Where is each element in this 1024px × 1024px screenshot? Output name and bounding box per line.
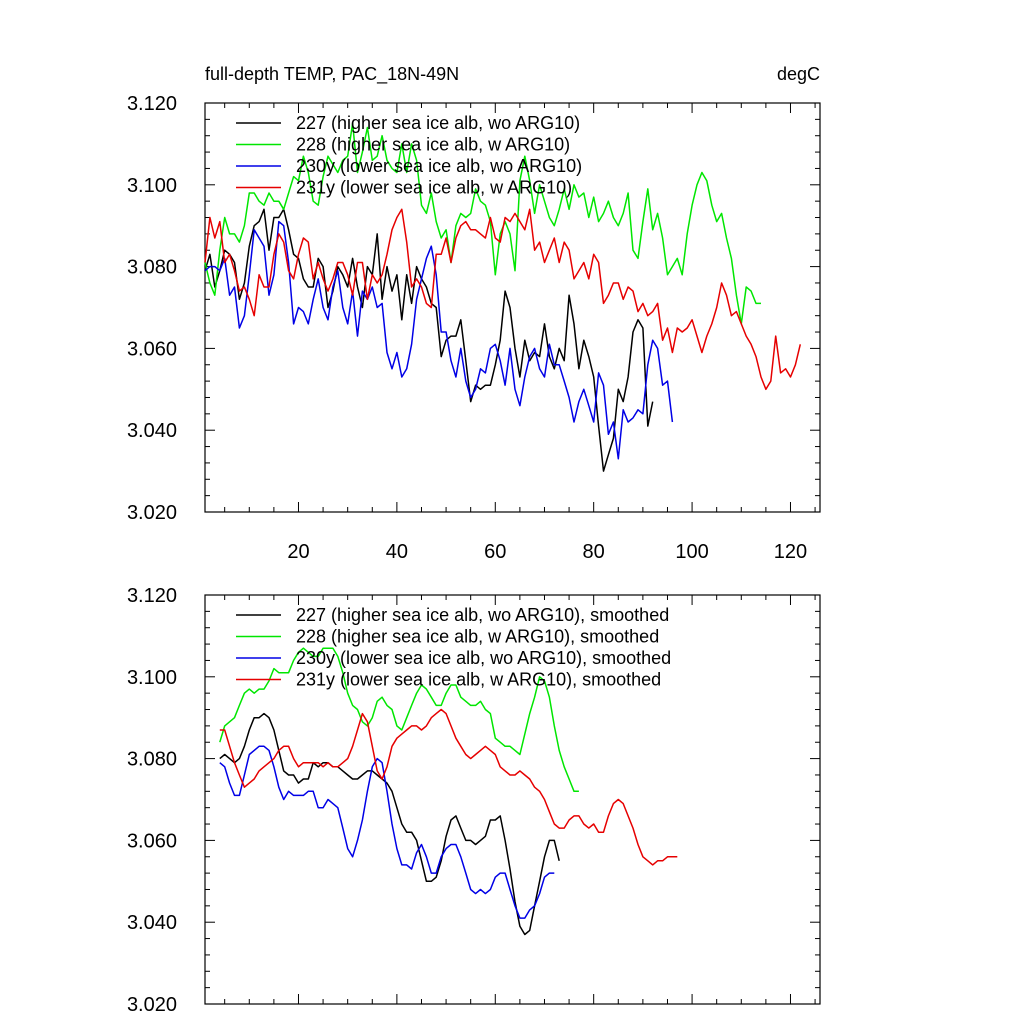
series-line-3 [204, 208, 802, 391]
y-tick-label: 3.060 [127, 830, 177, 852]
legend-label-0: 227 (higher sea ice alb, wo ARG10) [296, 113, 580, 133]
series-line-0 [204, 208, 654, 472]
x-tick-label: 120 [774, 541, 807, 563]
y-tick-label: 3.100 [127, 175, 177, 197]
bottom-panel: 3.020 3.040 3.060 3.080 3.100 3.120 227 (highe… [127, 585, 821, 1016]
legend-label-3: 231y (lower sea ice alb, w ARG10) [296, 178, 572, 198]
top-panel: 3.020 3.040 3.060 3.080 3.100 3.120 20 40 60 80 10… [127, 93, 821, 563]
x-tick-label: 20 [287, 541, 309, 563]
legend-label-0: 227 (higher sea ice alb, wo ARG10), smoo… [296, 605, 669, 625]
plot-frame [204, 594, 821, 1005]
plot-frame [204, 102, 821, 513]
series-line-1 [219, 647, 579, 793]
legend-label-1: 228 (higher sea ice alb, w ARG10) [296, 135, 570, 155]
x-tick-label: 60 [484, 541, 506, 563]
series-line-2 [219, 745, 555, 919]
series-line-2 [204, 220, 674, 460]
series-line-1 [204, 122, 761, 325]
y-tick-label: 3.120 [127, 93, 177, 115]
chart-units-label: degC [777, 64, 820, 84]
y-tick-label: 3.120 [127, 585, 177, 607]
chart-title: full-depth TEMP, PAC_18N-49N [205, 64, 459, 85]
y-tick-label: 3.100 [127, 667, 177, 689]
legend-label-3: 231y (lower sea ice alb, w ARG10), smoot… [296, 670, 661, 690]
legend-label-2: 230y (lower sea ice alb, wo ARG10) [296, 156, 582, 176]
y-tick-label: 3.040 [127, 912, 177, 934]
legend-label-2: 230y (lower sea ice alb, wo ARG10), smoo… [296, 648, 671, 668]
series-line-0 [219, 712, 560, 936]
y-tick-label: 3.060 [127, 338, 177, 360]
x-tick-label: 100 [675, 541, 708, 563]
legend-label-1: 228 (higher sea ice alb, w ARG10), smoot… [296, 627, 659, 647]
y-tick-label: 3.020 [127, 994, 177, 1016]
x-tick-label: 40 [386, 541, 408, 563]
y-tick-label: 3.080 [127, 749, 177, 771]
series-line-3 [219, 708, 678, 866]
y-tick-label: 3.080 [127, 257, 177, 279]
x-tick-label: 80 [583, 541, 605, 563]
y-tick-label: 3.040 [127, 420, 177, 442]
y-tick-label: 3.020 [127, 502, 177, 524]
